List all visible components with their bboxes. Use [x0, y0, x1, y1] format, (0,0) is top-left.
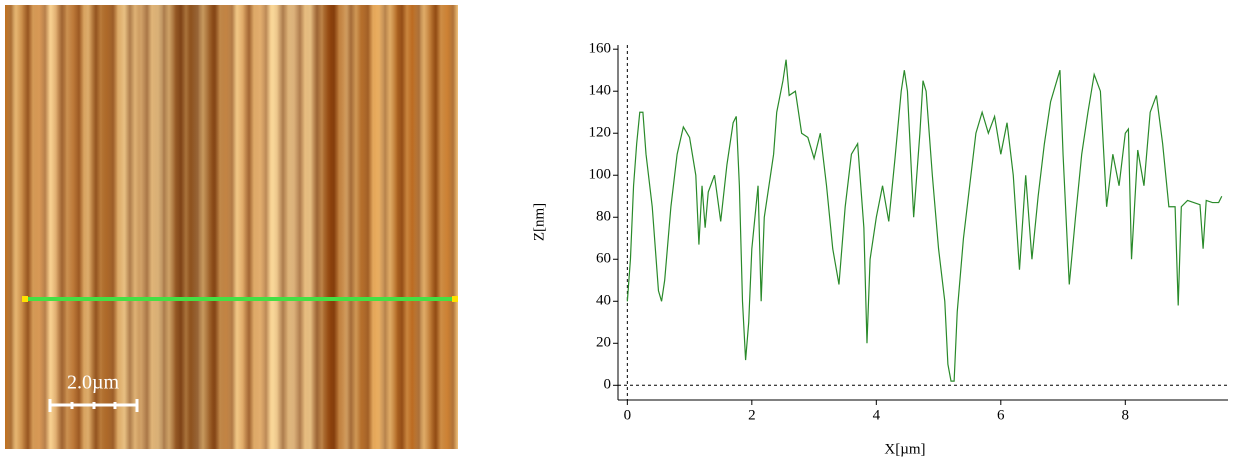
y-tick-label: 100 [589, 167, 612, 183]
y-tick-label: 40 [596, 293, 611, 309]
y-axis-label: Z[nm] [531, 203, 547, 241]
profile-curve [626, 59, 1223, 382]
x-tick-label: 4 [873, 407, 881, 423]
y-tick-label: 20 [596, 335, 611, 351]
afm-image [5, 5, 458, 449]
y-tick-label: 0 [604, 377, 612, 393]
scale-bar-label: 2.0µm [67, 372, 120, 394]
x-axis-label: X[µm] [884, 441, 925, 457]
profile-end [452, 296, 458, 302]
scale-bar [48, 399, 139, 412]
y-tick-label: 160 [589, 41, 612, 57]
profile-start [22, 296, 28, 302]
y-tick-label: 80 [596, 209, 611, 225]
x-tick-label: 8 [1122, 407, 1130, 423]
x-tick-label: 0 [624, 407, 632, 423]
y-tick-label: 60 [596, 251, 611, 267]
y-tick-label: 120 [589, 125, 612, 141]
x-tick-label: 6 [997, 407, 1005, 423]
y-tick-label: 140 [589, 83, 612, 99]
x-tick-label: 2 [748, 407, 756, 423]
